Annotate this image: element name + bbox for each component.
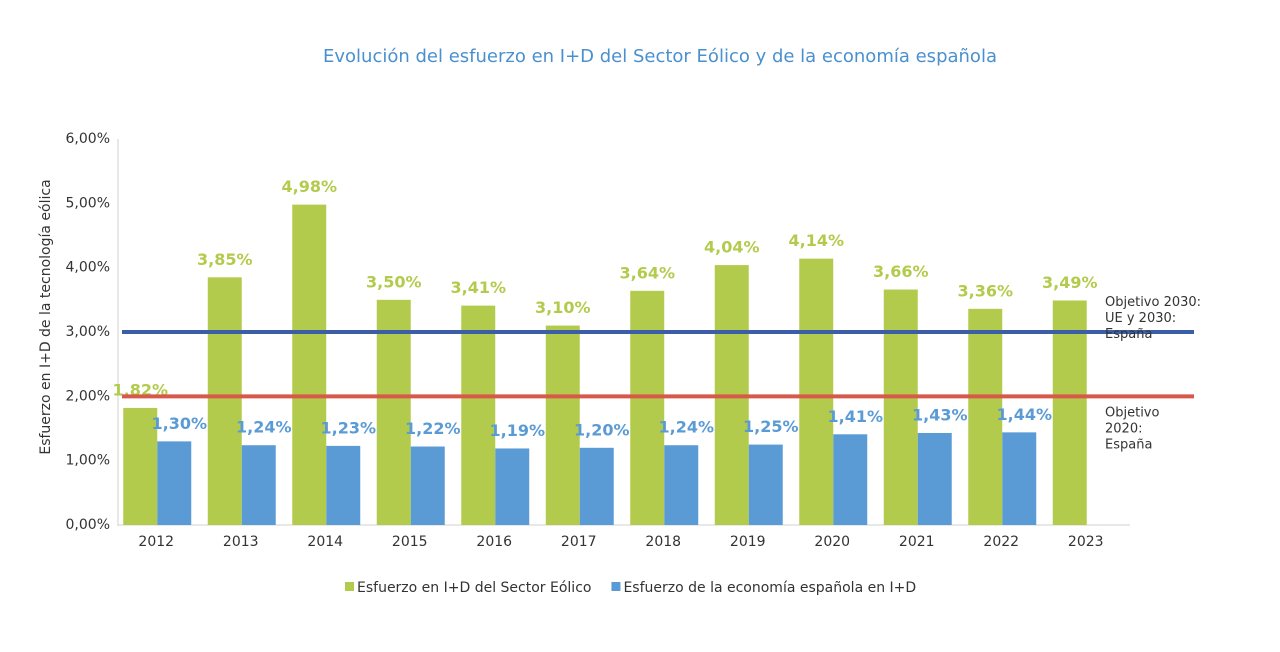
y-tick-label: 2,00% bbox=[66, 388, 110, 404]
value-label: 3,10% bbox=[535, 298, 591, 317]
value-label: 1,43% bbox=[912, 406, 968, 425]
bar bbox=[241, 445, 276, 525]
value-label: 4,04% bbox=[704, 238, 760, 257]
value-label: 1,20% bbox=[574, 420, 630, 439]
x-tick-label: 2019 bbox=[730, 534, 766, 550]
bar bbox=[461, 305, 496, 525]
reference-label: Objetivo 2020: España bbox=[1105, 405, 1159, 452]
bar bbox=[157, 441, 192, 525]
y-tick-label: 3,00% bbox=[66, 324, 110, 340]
legend-swatch bbox=[611, 582, 621, 591]
x-tick-label: 2018 bbox=[645, 534, 681, 550]
value-label: 1,22% bbox=[405, 419, 461, 438]
reference-label: Objetivo 2030: UE y 2030: España bbox=[1105, 295, 1201, 342]
bar bbox=[495, 448, 530, 525]
y-tick-label: 4,00% bbox=[66, 260, 110, 276]
bar bbox=[579, 447, 614, 525]
x-tick-label: 2022 bbox=[983, 534, 1019, 550]
bar bbox=[799, 258, 834, 525]
legend-swatch bbox=[345, 582, 354, 591]
chart-title: Evolución del esfuerzo en I+D del Sector… bbox=[323, 46, 997, 67]
value-label: 3,36% bbox=[957, 281, 1013, 300]
x-tick-label: 2017 bbox=[561, 534, 597, 550]
value-label: 1,24% bbox=[236, 418, 292, 437]
value-label: 3,50% bbox=[366, 272, 422, 291]
x-tick-label: 2015 bbox=[392, 534, 428, 550]
bar bbox=[207, 277, 242, 525]
reference-label-line: 2020: bbox=[1105, 421, 1142, 436]
bar bbox=[748, 444, 783, 525]
bar bbox=[833, 434, 868, 525]
value-label: 1,44% bbox=[996, 405, 1052, 424]
value-label: 1,30% bbox=[151, 414, 207, 433]
x-tick-label: 2013 bbox=[223, 534, 259, 550]
bar bbox=[326, 445, 361, 525]
y-axis-label: Esfuerzo en I+D de la tecnología eólica bbox=[38, 179, 54, 454]
x-tick-label: 2021 bbox=[899, 534, 935, 550]
x-tick-label: 2014 bbox=[307, 534, 343, 550]
reference-label-line: España bbox=[1105, 327, 1152, 342]
bar bbox=[376, 299, 411, 525]
value-label: 1,41% bbox=[827, 407, 883, 426]
reference-label-line: UE y 2030: bbox=[1105, 311, 1176, 326]
reference-label-line: Objetivo 2030: bbox=[1105, 295, 1201, 310]
value-label: 3,66% bbox=[873, 262, 929, 281]
x-tick-label: 2012 bbox=[138, 534, 174, 550]
value-label: 4,14% bbox=[788, 231, 844, 250]
y-tick-label: 5,00% bbox=[66, 195, 110, 211]
bar bbox=[883, 289, 918, 525]
value-label: 3,41% bbox=[450, 278, 506, 297]
bar bbox=[630, 290, 665, 525]
value-label: 1,25% bbox=[743, 417, 799, 436]
x-tick-label: 2020 bbox=[814, 534, 850, 550]
legend-label: Esfuerzo en I+D del Sector Eólico bbox=[357, 580, 591, 596]
bar bbox=[1002, 432, 1037, 525]
x-tick-label: 2023 bbox=[1068, 534, 1104, 550]
bar bbox=[917, 433, 952, 525]
value-label: 3,85% bbox=[197, 250, 253, 269]
bar bbox=[664, 445, 699, 525]
bar bbox=[1052, 300, 1087, 525]
y-tick-label: 0,00% bbox=[66, 517, 110, 533]
value-label: 1,23% bbox=[320, 418, 376, 437]
bar bbox=[292, 204, 327, 525]
bar bbox=[545, 325, 580, 525]
value-label: 4,98% bbox=[281, 177, 337, 196]
y-tick-label: 6,00% bbox=[66, 131, 110, 147]
reference-label-line: España bbox=[1105, 437, 1152, 452]
bar bbox=[968, 308, 1003, 525]
bar bbox=[410, 446, 445, 525]
value-label: 3,64% bbox=[619, 263, 675, 282]
y-tick-label: 1,00% bbox=[66, 453, 110, 469]
value-label: 1,19% bbox=[489, 421, 545, 440]
bar bbox=[123, 407, 158, 525]
value-label: 1,24% bbox=[658, 418, 714, 437]
value-label: 3,49% bbox=[1042, 273, 1098, 292]
reference-label-line: Objetivo bbox=[1105, 405, 1159, 420]
legend-label: Esfuerzo de la economía española en I+D bbox=[623, 580, 916, 596]
x-tick-label: 2016 bbox=[476, 534, 512, 550]
